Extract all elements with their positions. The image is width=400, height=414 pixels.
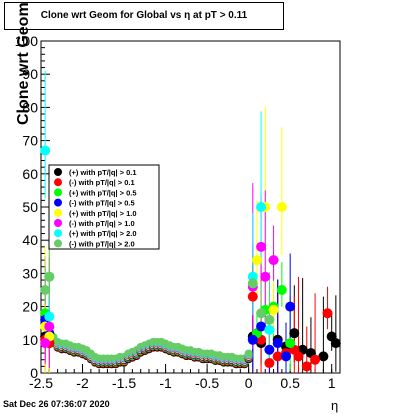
data-point: [322, 308, 333, 319]
y-tick-label: 50: [22, 199, 38, 215]
data-point: [40, 285, 51, 295]
legend: (+) with pT/|q| > 0.1(-) with pT/|q| > 0…: [48, 164, 160, 250]
y-tick-label: 0: [30, 365, 38, 381]
timestamp-footer: Sat Dec 26 07:36:07 2020: [3, 399, 110, 409]
data-point: [247, 278, 258, 289]
legend-entry: (-) with pT/|q| > 0.1: [69, 178, 135, 187]
y-tick-label: 60: [22, 166, 38, 182]
legend-marker: [54, 219, 62, 227]
legend-entry: (+) with pT/|q| > 0.1: [69, 168, 137, 177]
chart-title: Clone wrt Geom for Global vs η at pT > 0…: [40, 10, 248, 21]
data-point: [40, 145, 51, 156]
data-point: [301, 361, 312, 372]
data-point: [289, 328, 300, 339]
data-point: [264, 358, 275, 369]
legend-marker: [54, 168, 62, 176]
x-tick-label: -2: [76, 375, 89, 391]
data-point: [264, 314, 275, 325]
x-tick-label: -2.5: [29, 375, 53, 391]
y-tick-label: 20: [22, 299, 38, 315]
data-point: [247, 334, 258, 345]
y-tick-label: 80: [22, 99, 38, 115]
x-axis-label: η: [331, 398, 339, 413]
legend-marker: [54, 198, 62, 207]
data-point: [272, 338, 283, 349]
legend-entry: (-) with pT/|q| > 1.0: [69, 219, 135, 228]
data-point: [310, 354, 321, 365]
legend-box: [48, 164, 160, 250]
data-point: [256, 202, 267, 212]
legend-marker: [54, 208, 62, 217]
data-point: [264, 344, 275, 355]
x-tick-label: 1: [328, 375, 336, 391]
y-tick-label: 30: [22, 265, 38, 281]
legend-marker: [54, 178, 62, 187]
data-point: [272, 351, 283, 362]
data-point: [318, 351, 329, 362]
legend-entry: (+) with pT/|q| > 1.0: [69, 209, 137, 218]
y-tick-label: 70: [22, 133, 38, 149]
data-point: [44, 321, 55, 332]
data-point: [285, 301, 296, 312]
legend-marker: [54, 188, 62, 197]
legend-entry: (+) with pT/|q| > 0.5: [69, 188, 137, 197]
data-point: [276, 202, 287, 212]
x-tick-label: 0: [245, 375, 253, 391]
data-point: [281, 351, 292, 362]
data-point: [293, 351, 304, 362]
data-point: [285, 338, 296, 349]
data-point: [268, 255, 279, 266]
legend-entry: (-) with pT/|q| > 2.0: [69, 239, 135, 248]
x-tick-label: 0.5: [280, 375, 300, 391]
data-point: [40, 338, 51, 349]
data-point: [247, 291, 258, 302]
data-point: [256, 241, 267, 252]
data-point: [330, 338, 341, 349]
x-tick-label: -1: [159, 375, 172, 391]
x-tick-label: -1.5: [112, 375, 136, 391]
data-point: [276, 285, 287, 295]
axis-ticks: -2.5 -2 -1.5 -1 -0.5 0 0.5 10102030405060708090…: [15, 33, 336, 391]
band-point: [244, 349, 253, 358]
data-point: [268, 304, 279, 315]
y-tick-label: 40: [22, 232, 38, 248]
data-point: [251, 255, 262, 266]
y-tick-label: 100: [15, 33, 39, 49]
data-point: [260, 271, 271, 282]
data-point: [44, 271, 55, 282]
y-tick-label: 10: [22, 332, 38, 348]
data-point: [256, 321, 267, 332]
data-point: [264, 324, 275, 335]
data-point: [256, 308, 267, 319]
legend-marker: [54, 229, 62, 238]
x-tick-label: -0.5: [195, 375, 219, 391]
data-point: [44, 311, 55, 322]
legend-marker: [54, 239, 62, 248]
legend-entry: (-) with pT/|q| > 0.5: [69, 199, 135, 208]
title-box: Clone wrt Geom for Global vs η at pT > 0…: [4, 2, 284, 30]
legend-entry: (+) with pT/|q| > 2.0: [69, 229, 137, 238]
y-axis-label: Clone wrt Geom (%): [15, 0, 32, 125]
y-tick-label: 90: [22, 66, 38, 82]
data-points: [40, 145, 341, 372]
